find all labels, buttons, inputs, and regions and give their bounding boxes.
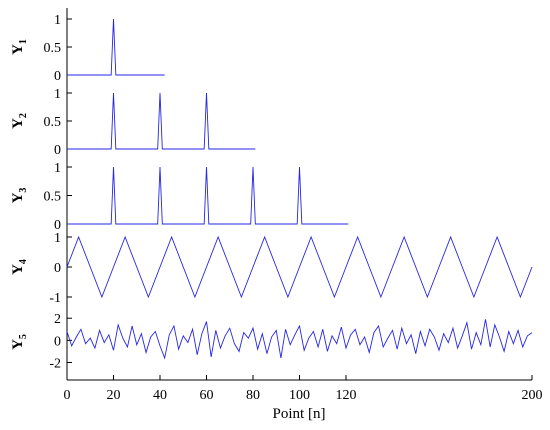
y-tick-label-y1: 0.5 bbox=[44, 41, 62, 56]
y-axis-label-y4: Y4 bbox=[10, 259, 29, 275]
y-axis-label-y1: Y1 bbox=[10, 39, 29, 55]
x-tick-label: 200 bbox=[522, 388, 543, 403]
y-axis-label-subscript: 5 bbox=[18, 334, 29, 339]
x-tick-label: 0 bbox=[64, 388, 71, 403]
y-tick-label-y2: 0 bbox=[54, 143, 61, 158]
y-tick-label-y1: 0 bbox=[54, 69, 61, 84]
y-axis-label-subscript: 3 bbox=[18, 188, 29, 193]
x-tick-label: 100 bbox=[289, 388, 310, 403]
y-axis-label-main: Y bbox=[10, 44, 26, 55]
y-tick-label-y4: -1 bbox=[49, 291, 61, 306]
x-axis: 0 20 40 60 80 100 120 200 bbox=[64, 375, 543, 403]
x-tick-label: 60 bbox=[200, 388, 214, 403]
y-axis-label-main: Y bbox=[10, 192, 26, 203]
series-line-y5 bbox=[66, 319, 533, 360]
y-tick-label-y5: 0 bbox=[54, 334, 61, 349]
y-tick-label-y2: 0.5 bbox=[44, 115, 62, 130]
y-tick-label-y3: 0.5 bbox=[44, 190, 62, 205]
y-axis-label-main: Y bbox=[10, 339, 26, 350]
series-line-y4 bbox=[66, 235, 533, 299]
y-axis-label-main: Y bbox=[10, 264, 26, 275]
panel-y4: -1 0 1 Y4 bbox=[10, 231, 533, 306]
series-line-y3 bbox=[67, 166, 349, 225]
y-tick-label-y5: -2 bbox=[49, 356, 61, 371]
x-tick-label: 40 bbox=[153, 388, 167, 403]
y-tick-label-y3: 1 bbox=[54, 161, 61, 176]
y-axis-label-y5: Y5 bbox=[10, 334, 29, 350]
y-axis-label-subscript: 4 bbox=[18, 259, 29, 264]
y-tick-label-y2: 1 bbox=[54, 87, 61, 102]
y-axis-label-y2: Y2 bbox=[10, 113, 29, 129]
y-axis-label-main: Y bbox=[10, 118, 26, 129]
y-tick-label-y4: 0 bbox=[54, 261, 61, 276]
y-tick-label-y1: 1 bbox=[54, 13, 61, 28]
y-axis-label-y3: Y3 bbox=[10, 188, 29, 204]
y-tick-label-y3: 0 bbox=[54, 218, 61, 233]
series-line-y2 bbox=[67, 92, 256, 150]
x-tick-label: 80 bbox=[246, 388, 260, 403]
series-line-y1 bbox=[67, 18, 165, 76]
panel-y3: 0 0.5 1 Y3 bbox=[10, 161, 349, 233]
x-tick-label: 20 bbox=[107, 388, 121, 403]
y-axis-label-subscript: 2 bbox=[18, 113, 29, 118]
x-axis-label: Point [n] bbox=[273, 406, 326, 422]
y-tick-label-y5: 2 bbox=[54, 312, 61, 327]
x-tick-label: 120 bbox=[336, 388, 357, 403]
y-tick-label-y4: 1 bbox=[54, 231, 61, 246]
y-axis-label-subscript: 1 bbox=[18, 39, 29, 44]
panel-y2: 0 0.5 1 Y2 bbox=[10, 87, 256, 158]
panel-y5: -2 0 2 Y5 bbox=[10, 312, 533, 371]
